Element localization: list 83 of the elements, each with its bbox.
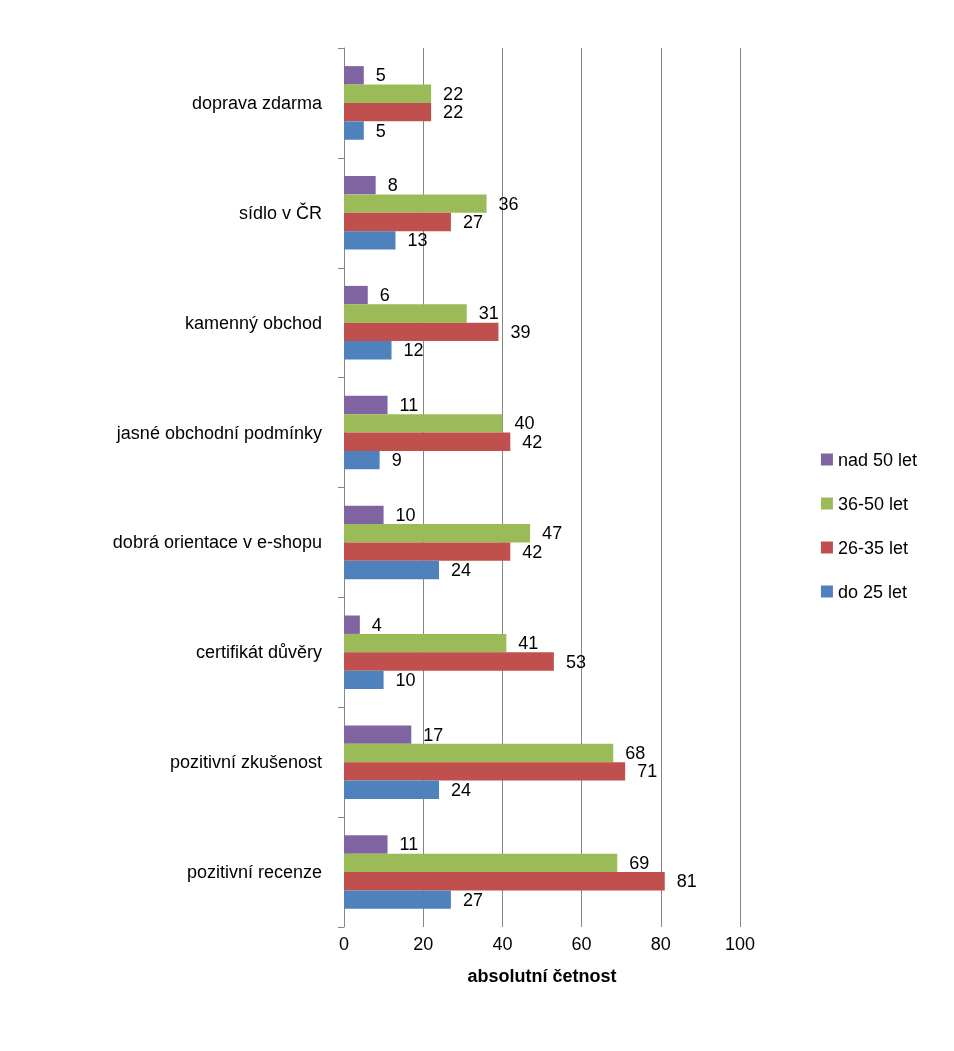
bar xyxy=(344,890,451,909)
bar xyxy=(344,725,412,744)
x-tick-label: 80 xyxy=(650,934,671,954)
data-label: 6 xyxy=(379,285,390,306)
data-label: 10 xyxy=(395,669,416,690)
data-label: 8 xyxy=(387,175,398,196)
legend-label: do 25 let xyxy=(837,581,907,602)
data-label: 27 xyxy=(462,212,483,233)
data-label: 13 xyxy=(407,230,428,251)
bar xyxy=(344,615,360,634)
x-axis-title: absolutní četnost xyxy=(467,966,617,986)
data-label: 4 xyxy=(371,614,382,635)
y-tick-label: dobrá orientace v e-shopu xyxy=(112,532,322,553)
bar xyxy=(344,121,364,140)
bar xyxy=(344,176,376,195)
bar xyxy=(344,835,388,854)
data-label: 11 xyxy=(399,834,419,855)
data-label: 9 xyxy=(391,450,402,471)
y-tick-label: certifikát důvěry xyxy=(195,642,322,663)
bar xyxy=(344,872,665,891)
data-label: 24 xyxy=(451,560,472,581)
bar xyxy=(344,322,499,342)
data-label: 41 xyxy=(518,633,539,654)
data-label: 24 xyxy=(451,779,472,800)
data-label: 81 xyxy=(676,871,697,892)
bar xyxy=(344,670,384,690)
data-label: 10 xyxy=(395,504,416,525)
data-label: 47 xyxy=(542,523,563,544)
data-label: 22 xyxy=(443,83,464,104)
data-label: 71 xyxy=(637,761,658,782)
bar xyxy=(344,743,614,763)
bar xyxy=(344,633,507,653)
legend-label: nad 50 let xyxy=(837,449,918,470)
bar xyxy=(344,212,451,232)
bar xyxy=(344,505,384,525)
data-label: 53 xyxy=(565,651,586,672)
bar xyxy=(344,414,503,433)
y-tick-label: doprava zdarma xyxy=(191,92,323,113)
bar xyxy=(344,524,531,543)
bar xyxy=(344,652,554,671)
data-label: 42 xyxy=(522,541,543,562)
legend-label: 36-50 let xyxy=(837,493,908,514)
bar xyxy=(344,450,380,470)
data-label: 40 xyxy=(514,413,535,434)
data-label: 17 xyxy=(423,724,444,745)
legend-label: 26-35 let xyxy=(837,537,908,558)
x-tick-label: 20 xyxy=(413,934,434,954)
bar xyxy=(344,780,440,799)
bar xyxy=(344,432,511,451)
x-tick-label: 0 xyxy=(338,934,350,954)
data-label: 5 xyxy=(375,120,386,141)
bar xyxy=(344,853,618,873)
bar xyxy=(344,66,364,85)
bar xyxy=(344,542,511,561)
bar xyxy=(344,285,368,305)
bar xyxy=(344,762,626,781)
y-tick-label: pozitivní recenze xyxy=(186,862,322,883)
y-tick-label: sídlo v ČR xyxy=(238,201,322,223)
x-tick-label: 60 xyxy=(571,934,592,954)
bar xyxy=(344,560,440,580)
data-label: 27 xyxy=(462,889,483,910)
data-label: 11 xyxy=(399,394,419,415)
bar xyxy=(344,231,396,250)
y-tick-label: kamenný obchod xyxy=(184,312,322,333)
bar xyxy=(344,395,388,415)
data-label: 36 xyxy=(498,193,519,214)
bar xyxy=(344,102,432,122)
y-tick-label: pozitivní zkušenost xyxy=(169,752,322,773)
data-label: 12 xyxy=(403,340,424,361)
data-label: 42 xyxy=(522,431,543,452)
data-label: 5 xyxy=(375,65,386,86)
bar xyxy=(344,84,432,103)
data-label: 69 xyxy=(629,852,650,873)
y-tick-label: jasné obchodní podmínky xyxy=(115,422,322,443)
bar xyxy=(344,194,487,213)
x-tick-label: 40 xyxy=(492,934,513,954)
bar xyxy=(344,304,467,323)
x-tick-label: 100 xyxy=(724,934,756,954)
data-label: 22 xyxy=(443,102,464,123)
data-label: 68 xyxy=(625,742,646,763)
data-label: 39 xyxy=(510,321,531,342)
bar xyxy=(344,341,392,360)
data-label: 31 xyxy=(478,303,499,324)
